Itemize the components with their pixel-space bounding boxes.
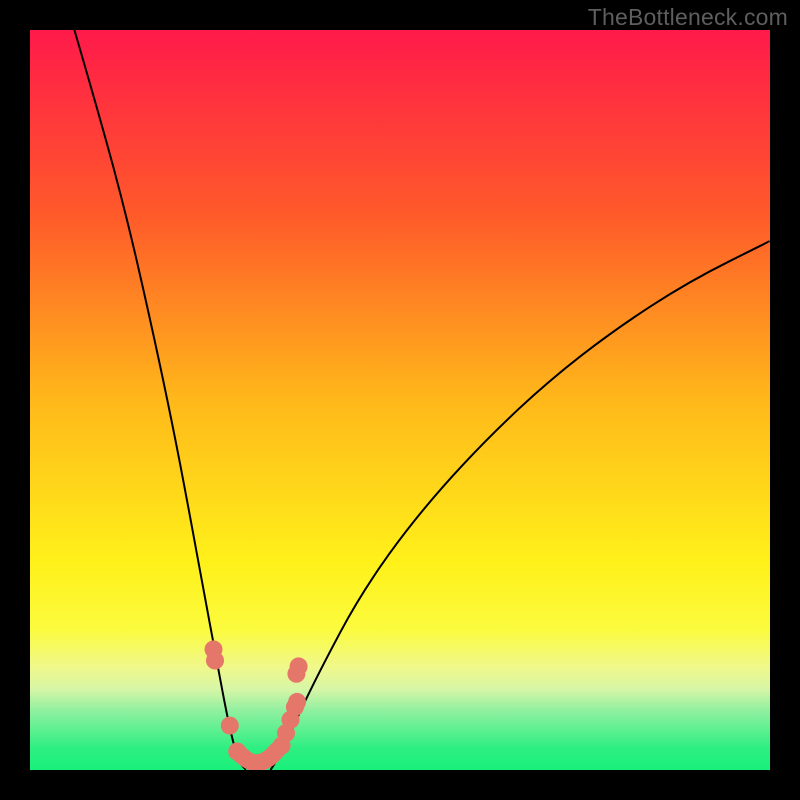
plot-area	[30, 30, 770, 770]
watermark-text: TheBottleneck.com	[588, 4, 788, 31]
chart-frame: TheBottleneck.com	[0, 0, 800, 800]
data-point-dot	[221, 717, 239, 735]
right-bottleneck-curve	[271, 241, 771, 770]
curve-svg	[30, 30, 770, 770]
data-point-dot	[290, 657, 308, 675]
right-dot-cluster	[273, 657, 308, 754]
data-point-dot	[288, 693, 306, 711]
data-point-dot	[206, 652, 224, 670]
left-dot-cluster	[205, 640, 247, 760]
data-point-dot	[228, 743, 246, 761]
